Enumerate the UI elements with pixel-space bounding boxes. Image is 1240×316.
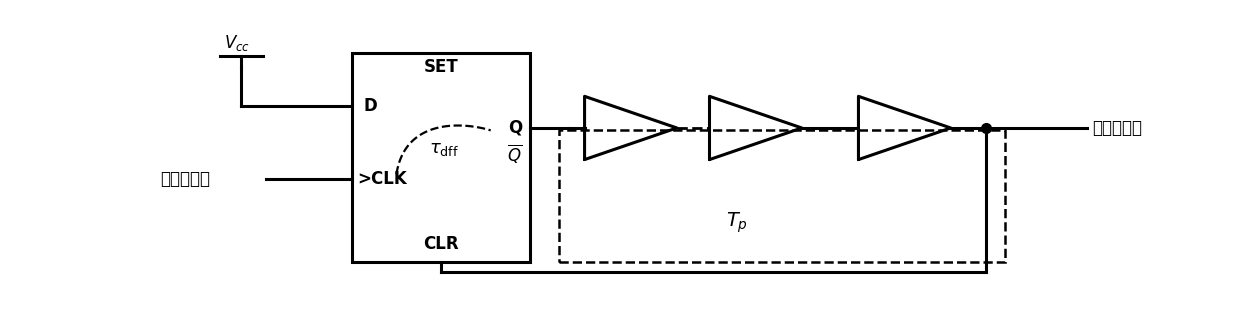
Text: CLR: CLR <box>423 234 459 252</box>
Text: $\tau_{\mathrm{dff}}$: $\tau_{\mathrm{dff}}$ <box>429 140 460 158</box>
Text: D: D <box>363 97 377 115</box>
Text: 待整形信号: 待整形信号 <box>160 170 210 188</box>
Text: >CLK: >CLK <box>357 170 407 188</box>
Text: 整形后信号: 整形后信号 <box>1092 119 1142 137</box>
Bar <box>352 52 529 262</box>
Bar <box>558 131 1006 262</box>
Text: $T_p$: $T_p$ <box>727 210 748 234</box>
Text: $V_{cc}$: $V_{cc}$ <box>223 33 249 52</box>
Text: SET: SET <box>424 58 459 76</box>
Text: Q: Q <box>508 119 522 137</box>
Text: $\overline{Q}$: $\overline{Q}$ <box>507 142 522 165</box>
